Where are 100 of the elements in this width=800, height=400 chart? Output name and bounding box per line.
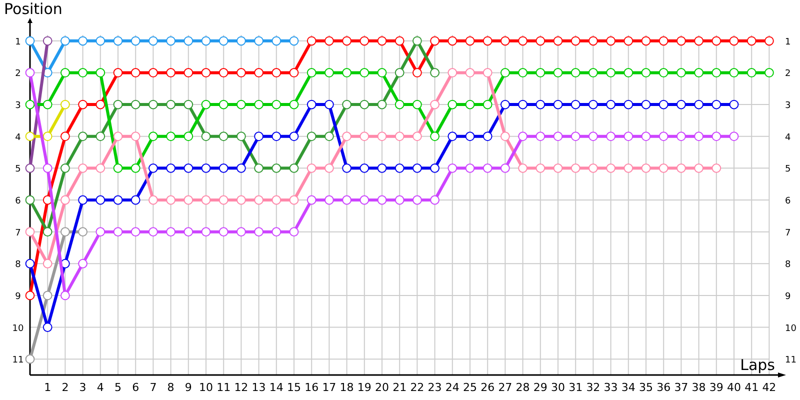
- point: [694, 132, 704, 142]
- x-tick-label: 41: [744, 381, 759, 394]
- point: [78, 36, 88, 46]
- y-tick-label: 11: [12, 356, 24, 366]
- x-tick-label: 21: [392, 381, 407, 394]
- point: [218, 132, 228, 142]
- x-tick-label: 38: [692, 381, 706, 394]
- x-tick-label: 2: [62, 381, 69, 394]
- x-tick-label: 26: [480, 381, 495, 394]
- point: [166, 100, 176, 110]
- point: [324, 132, 334, 142]
- point: [518, 132, 528, 142]
- x-tick-label: 39: [709, 381, 724, 394]
- point: [60, 100, 70, 110]
- point: [500, 68, 510, 78]
- point: [78, 132, 88, 142]
- point: [536, 68, 546, 78]
- point: [236, 100, 246, 110]
- point: [694, 163, 704, 173]
- point: [25, 163, 35, 173]
- x-tick-label: 31: [568, 381, 583, 394]
- point: [570, 132, 580, 142]
- point: [624, 100, 634, 110]
- point: [25, 36, 35, 46]
- x-tick-label: 12: [234, 381, 248, 394]
- x-tick-label: 20: [375, 381, 389, 394]
- point: [588, 68, 598, 78]
- point: [342, 163, 352, 173]
- point: [218, 195, 228, 205]
- x-tick-label: 29: [533, 381, 548, 394]
- point: [148, 132, 158, 142]
- y-tick-label: 3: [15, 101, 21, 112]
- point: [184, 68, 194, 78]
- point: [218, 68, 228, 78]
- point: [324, 68, 334, 78]
- point: [712, 100, 722, 110]
- x-tick-label: 15: [287, 381, 301, 394]
- point: [536, 100, 546, 110]
- point: [448, 100, 458, 110]
- point: [201, 68, 211, 78]
- point: [377, 68, 387, 78]
- point: [289, 68, 299, 78]
- point: [113, 227, 123, 237]
- point: [658, 36, 668, 46]
- y2-tick-label: 8: [785, 260, 791, 270]
- point: [60, 132, 70, 142]
- point: [394, 36, 404, 46]
- point: [482, 132, 492, 142]
- point: [42, 258, 52, 268]
- point: [658, 100, 668, 110]
- point: [641, 163, 651, 173]
- point: [676, 68, 686, 78]
- point: [113, 195, 123, 205]
- point: [518, 163, 528, 173]
- point: [360, 68, 370, 78]
- point: [96, 227, 106, 237]
- point: [184, 100, 194, 110]
- point: [42, 227, 52, 237]
- x-tick-label: 35: [639, 381, 653, 394]
- point: [394, 195, 404, 205]
- point: [184, 132, 194, 142]
- point: [236, 227, 246, 237]
- point: [272, 227, 282, 237]
- point: [624, 163, 634, 173]
- point: [658, 132, 668, 142]
- point: [465, 68, 475, 78]
- point: [658, 163, 668, 173]
- point: [465, 163, 475, 173]
- point: [360, 132, 370, 142]
- point: [272, 195, 282, 205]
- point: [254, 36, 264, 46]
- point: [254, 132, 264, 142]
- point: [553, 132, 563, 142]
- point: [60, 195, 70, 205]
- point: [482, 68, 492, 78]
- point: [764, 68, 774, 78]
- point: [553, 36, 563, 46]
- point: [377, 132, 387, 142]
- x-tick-label: 22: [410, 381, 424, 394]
- point: [641, 100, 651, 110]
- point: [306, 195, 316, 205]
- point: [518, 100, 528, 110]
- point: [42, 100, 52, 110]
- point: [430, 163, 440, 173]
- point: [78, 258, 88, 268]
- point: [342, 68, 352, 78]
- point: [465, 100, 475, 110]
- point: [377, 100, 387, 110]
- point: [272, 163, 282, 173]
- x-tick-label: 14: [269, 381, 284, 394]
- point: [254, 195, 264, 205]
- point: [25, 132, 35, 142]
- point: [588, 132, 598, 142]
- point: [342, 100, 352, 110]
- point: [394, 68, 404, 78]
- point: [430, 100, 440, 110]
- point: [184, 195, 194, 205]
- point: [676, 100, 686, 110]
- y2-tick-label: 7: [785, 228, 791, 238]
- point: [96, 100, 106, 110]
